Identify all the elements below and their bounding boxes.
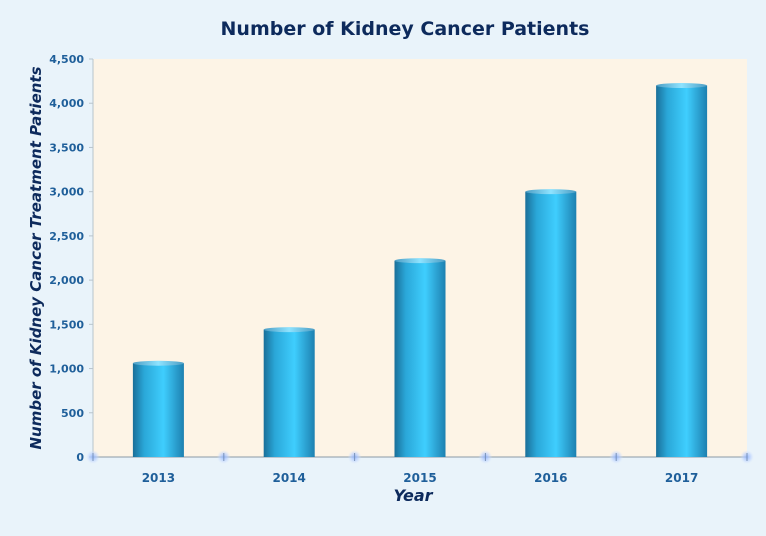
y-axis-title: Number of Kidney Cancer Treatment Patien…: [27, 66, 45, 449]
bar-2013: [132, 363, 184, 457]
y-tick-label: 4,500: [49, 53, 84, 66]
y-tick-label: 3,500: [49, 141, 84, 154]
x-tick-label: 2013: [142, 471, 175, 485]
x-axis-separators: [86, 450, 754, 464]
chart-title: Number of Kidney Cancer Patients: [221, 18, 590, 40]
bar-2016: [525, 191, 577, 457]
bar-top-cap: [656, 83, 708, 89]
y-tick-label: 2,500: [49, 230, 84, 243]
x-axis-title: Year: [393, 486, 433, 505]
x-axis-tick-labels: 2013 2014 2015 2016 2017: [142, 471, 699, 485]
y-axis-ticks: 0 500 1,000 1,500 2,000 2,500 3,000 3,500 4,000 4…: [49, 53, 93, 464]
bar-2015: [394, 260, 446, 457]
x-tick-label: 2014: [272, 471, 305, 485]
bars-group: [132, 83, 708, 458]
y-tick-label: 500: [61, 407, 84, 420]
bar-top-cap: [394, 258, 446, 264]
y-tick-label: 1,000: [49, 363, 84, 376]
y-tick-label: 3,000: [49, 186, 84, 199]
bar-top-cap: [525, 189, 577, 195]
y-tick-label: 2,000: [49, 274, 84, 287]
bar-2017: [656, 85, 708, 458]
x-tick-label: 2017: [665, 471, 698, 485]
x-tick-label: 2016: [534, 471, 567, 485]
y-tick-label: 1,500: [49, 318, 84, 331]
bar-2014: [263, 329, 315, 457]
y-tick-label: 0: [76, 451, 84, 464]
bar-top-cap: [263, 327, 315, 333]
bar-top-cap: [132, 360, 184, 366]
x-tick-label: 2015: [403, 471, 436, 485]
y-tick-label: 4,000: [49, 97, 84, 110]
